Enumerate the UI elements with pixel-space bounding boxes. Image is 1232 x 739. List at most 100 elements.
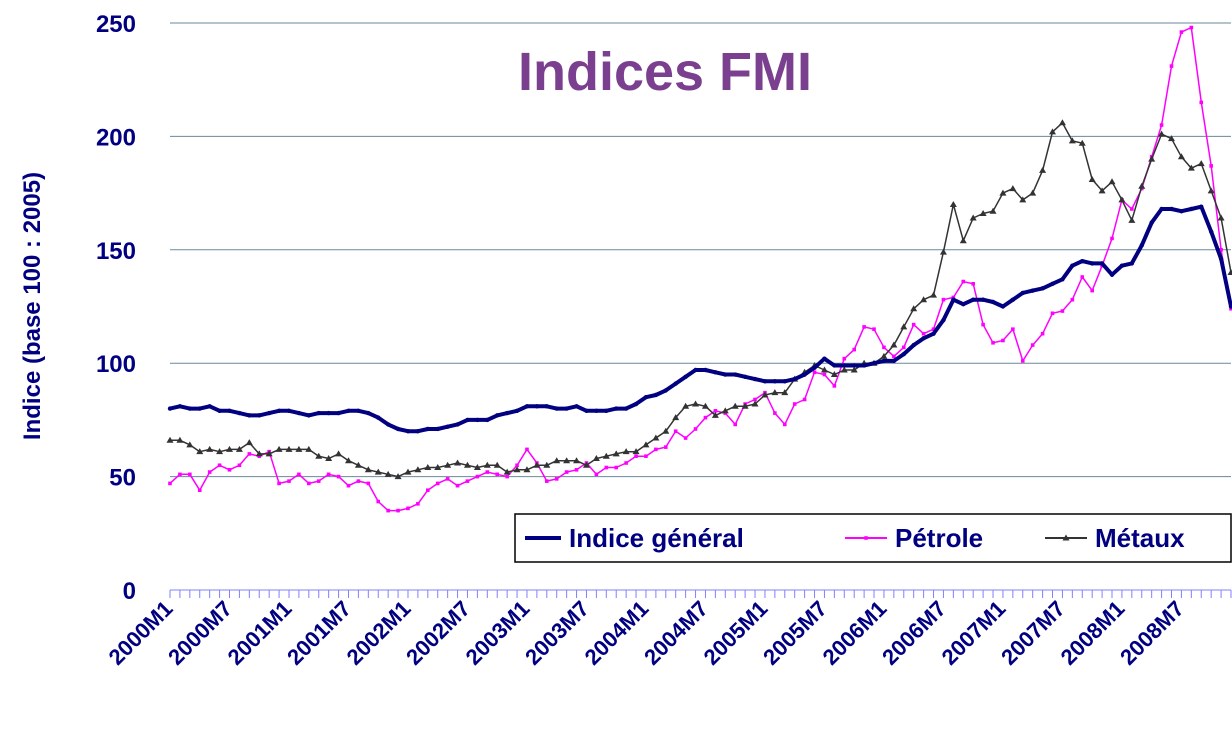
marker	[782, 422, 787, 427]
marker	[187, 406, 193, 411]
marker	[415, 429, 421, 434]
marker	[188, 472, 192, 477]
marker	[921, 331, 926, 336]
marker	[683, 374, 688, 380]
marker	[931, 331, 936, 336]
marker	[654, 447, 658, 452]
marker	[525, 447, 529, 452]
marker	[1229, 306, 1232, 311]
marker	[416, 502, 420, 506]
marker	[394, 473, 402, 480]
marker	[582, 461, 590, 468]
marker	[692, 400, 700, 407]
marker	[424, 464, 432, 471]
marker	[485, 417, 490, 423]
marker	[465, 417, 470, 423]
marker	[1148, 155, 1156, 162]
marker	[475, 474, 480, 479]
marker	[989, 207, 997, 214]
marker	[255, 450, 263, 457]
marker	[931, 327, 936, 331]
x-tick-label: 2004M7	[639, 596, 713, 670]
marker	[663, 388, 668, 393]
marker	[326, 410, 331, 416]
marker	[1000, 304, 1006, 309]
marker	[296, 410, 302, 416]
marker	[364, 466, 372, 473]
marker	[604, 465, 609, 470]
marker	[247, 452, 252, 456]
marker	[1177, 153, 1185, 160]
x-tick-label: 2006M1	[818, 596, 892, 670]
marker	[168, 481, 172, 486]
marker	[1039, 166, 1047, 173]
marker	[1189, 206, 1194, 212]
marker	[930, 291, 938, 298]
marker	[1228, 304, 1232, 309]
marker	[167, 406, 173, 411]
marker	[435, 481, 440, 486]
marker	[773, 411, 777, 415]
marker	[475, 417, 480, 423]
x-tick-label: 2005M7	[758, 596, 832, 670]
marker	[802, 372, 807, 377]
marker	[1158, 130, 1166, 137]
marker	[1080, 258, 1085, 264]
marker	[463, 461, 471, 468]
marker	[465, 479, 470, 483]
marker	[612, 450, 620, 457]
legend-label: Pétrole	[895, 523, 983, 553]
marker	[872, 327, 876, 331]
marker	[901, 351, 906, 357]
x-tick-label: 2008M7	[1115, 596, 1189, 670]
marker	[435, 426, 440, 432]
marker	[196, 448, 204, 455]
marker	[881, 358, 887, 364]
marker	[949, 200, 957, 207]
marker	[176, 436, 184, 443]
marker	[1109, 272, 1115, 277]
marker	[892, 354, 896, 359]
marker	[693, 427, 698, 431]
marker	[939, 248, 947, 255]
marker	[1019, 196, 1027, 203]
marker	[1179, 30, 1184, 34]
marker	[505, 474, 509, 479]
marker	[980, 297, 986, 302]
marker	[545, 479, 549, 483]
x-tick-label: 2003M7	[520, 596, 594, 670]
x-tick-label: 2000M7	[163, 596, 237, 670]
marker	[891, 358, 897, 364]
y-tick-label: 200	[96, 124, 136, 151]
marker	[703, 367, 708, 373]
marker	[604, 408, 609, 414]
marker	[802, 397, 807, 402]
marker	[1040, 286, 1045, 291]
marker	[693, 367, 698, 373]
marker	[286, 408, 292, 414]
marker	[483, 461, 491, 468]
marker	[257, 413, 262, 418]
marker	[961, 279, 966, 284]
marker	[513, 466, 521, 473]
marker	[1207, 187, 1215, 194]
marker	[941, 317, 946, 323]
marker	[227, 408, 232, 414]
marker	[1029, 189, 1037, 196]
marker	[553, 457, 561, 464]
marker	[217, 463, 222, 468]
marker	[1159, 123, 1164, 127]
marker	[454, 459, 462, 466]
marker	[842, 356, 847, 361]
marker	[850, 366, 858, 373]
marker	[890, 341, 898, 348]
marker	[721, 407, 729, 414]
marker	[336, 410, 341, 416]
marker	[771, 389, 779, 396]
marker	[316, 410, 321, 416]
marker	[315, 452, 323, 459]
marker	[425, 426, 431, 432]
marker	[515, 463, 519, 468]
marker	[1090, 288, 1094, 293]
marker	[594, 408, 599, 414]
